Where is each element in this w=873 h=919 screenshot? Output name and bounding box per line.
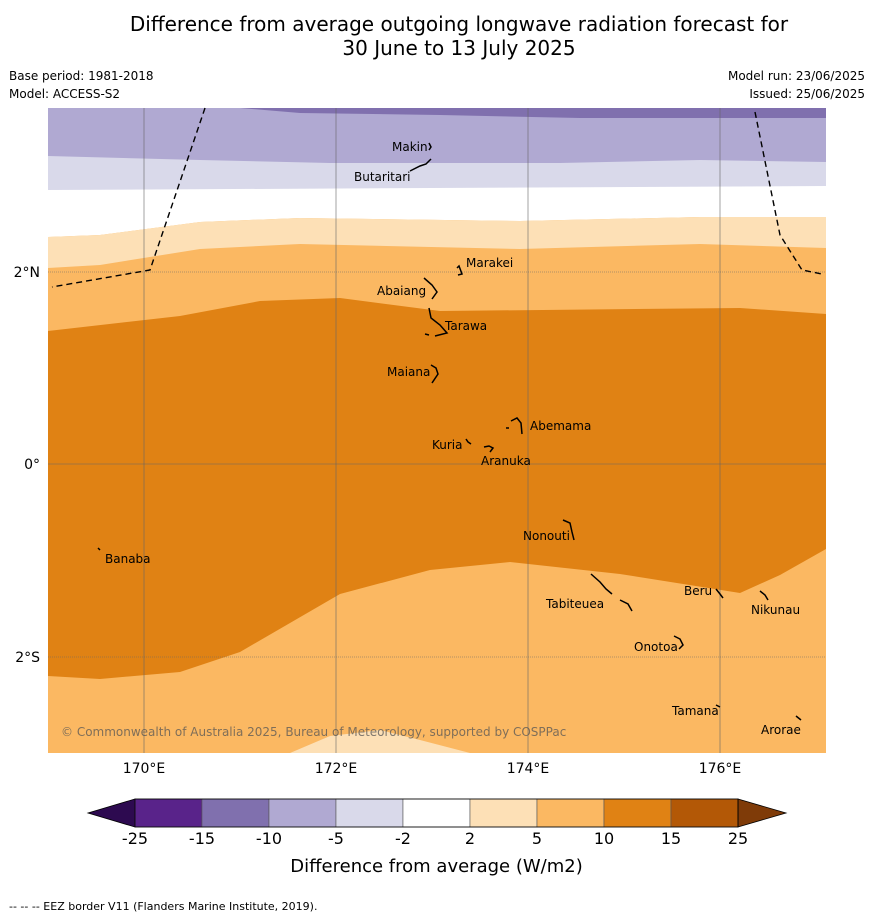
island-shape-makin	[428, 142, 432, 151]
label-tabiteuea: Tabiteuea	[545, 597, 604, 611]
base-period: Base period: 1981-2018	[9, 69, 154, 83]
lat-label-2s: 2°S	[15, 650, 40, 666]
band-2-5	[48, 217, 826, 268]
lat-label-2n: 2°N	[14, 265, 40, 281]
band-neg15-neg10	[240, 108, 826, 118]
colorbar-swatch	[268, 798, 337, 828]
island-shape-kuria	[465, 438, 472, 445]
colorbar-extend-low	[86, 798, 136, 828]
label-tamana: Tamana	[671, 704, 719, 718]
colorbar-tick-label: -25	[122, 829, 148, 848]
island-shape-butaritari	[409, 158, 432, 172]
label-aranuka: Aranuka	[481, 454, 531, 468]
band-neg10-neg5	[48, 108, 826, 163]
island-shape-banaba	[97, 547, 101, 551]
label-nikunau: Nikunau	[751, 603, 800, 617]
colorbar-tick-label: 5	[532, 829, 542, 848]
lon-label-174: 174°E	[507, 761, 550, 777]
colorbar-swatch	[335, 798, 404, 828]
label-makin: Makin	[392, 140, 428, 154]
island-shape-tarawa	[424, 307, 449, 337]
colorbar-swatch	[469, 798, 538, 828]
label-butaritari: Butaritari	[354, 170, 411, 184]
label-maiana: Maiana	[387, 365, 430, 379]
colorbar-label: Difference from average (W/m2)	[290, 856, 583, 877]
chart-title: Difference from average outgoing longwav…	[0, 12, 873, 60]
band-neg2-2	[48, 186, 826, 237]
colorbar-tick-label: 15	[661, 829, 681, 848]
lon-label-170: 170°E	[123, 761, 166, 777]
title-line-1: Difference from average outgoing longwav…	[129, 12, 789, 36]
lon-label-172: 172°E	[315, 761, 358, 777]
title-line-2: 30 June to 13 July 2025	[342, 36, 576, 60]
label-banaba: Banaba	[105, 552, 151, 566]
eez-border-west	[51, 107, 206, 288]
colorbar-swatch	[402, 798, 471, 828]
lon-tick-labels: 170°E 172°E 174°E 176°E	[123, 761, 742, 777]
colorbar-tick-label: -5	[328, 829, 344, 848]
label-arorae: Arorae	[761, 723, 801, 737]
eez-border	[51, 107, 823, 288]
island-shape-maiana	[430, 364, 439, 384]
label-nonouti: Nonouti	[523, 529, 570, 543]
issued-date: Issued: 25/06/2025	[749, 87, 865, 101]
lon-label-176: 176°E	[699, 761, 742, 777]
colorbar-tick-label: 2	[465, 829, 475, 848]
colorbar-tick-label: 10	[594, 829, 614, 848]
island-shape-arorae	[795, 715, 802, 721]
colorbar: -25 -15 -10 -5 -2 2 5 10 15 25	[86, 798, 788, 848]
island-shape-abemama	[506, 417, 523, 435]
label-kuria: Kuria	[432, 438, 463, 452]
band-2-5-bottom	[290, 730, 470, 753]
colorbar-outline	[134, 798, 739, 828]
island-shape-beru	[715, 588, 724, 599]
lat-tick-labels: 2°N 0° 2°S	[14, 265, 41, 666]
colorbar-swatch	[536, 798, 605, 828]
model-run: Model run: 23/06/2025	[727, 69, 865, 83]
colorbar-swatch	[201, 798, 270, 828]
colorbar-tick-label: 25	[728, 829, 748, 848]
band-10-15	[48, 298, 826, 679]
colorbar-swatch	[134, 798, 203, 828]
island-shape-nikunau	[759, 590, 769, 601]
label-onotoa: Onotoa	[634, 640, 678, 654]
island-shapes	[97, 142, 802, 721]
label-tarawa: Tarawa	[444, 319, 487, 333]
label-marakei: Marakei	[466, 256, 513, 270]
copyright-notice: © Commonwealth of Australia 2025, Bureau…	[61, 725, 566, 739]
island-shape-tabiteuea	[590, 573, 633, 612]
colorbar-swatch	[670, 798, 739, 828]
colorbar-tick-label: -2	[395, 829, 411, 848]
island-labels: Makin Butaritari Marakei Abaiang Tarawa …	[105, 140, 801, 737]
model-name: Model: ACCESS-S2	[9, 87, 121, 101]
island-shape-onotoa	[673, 635, 684, 650]
gridlines	[48, 108, 826, 753]
eez-footnote: -- -- -- EEZ border V11 (Flanders Marine…	[9, 900, 318, 913]
label-beru: Beru	[684, 584, 712, 598]
island-shape-abaiang	[423, 277, 438, 300]
colorbar-tick-label: -10	[256, 829, 282, 848]
island-shape-tamana	[715, 704, 721, 708]
island-shape-nonouti	[562, 519, 575, 541]
label-abemama: Abemama	[530, 419, 591, 433]
island-shape-marakei	[456, 264, 463, 276]
colorbar-swatch	[603, 798, 672, 828]
colorbar-extend-high	[737, 798, 788, 828]
map-fill	[48, 108, 826, 753]
lat-label-0: 0°	[24, 457, 40, 473]
colorbar-tick-label: -15	[189, 829, 215, 848]
label-abaiang: Abaiang	[377, 284, 426, 298]
island-shape-aranuka	[483, 445, 495, 453]
eez-border-east	[754, 111, 823, 275]
